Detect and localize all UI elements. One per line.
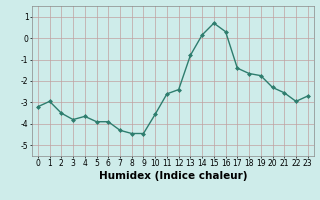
X-axis label: Humidex (Indice chaleur): Humidex (Indice chaleur) <box>99 171 247 181</box>
